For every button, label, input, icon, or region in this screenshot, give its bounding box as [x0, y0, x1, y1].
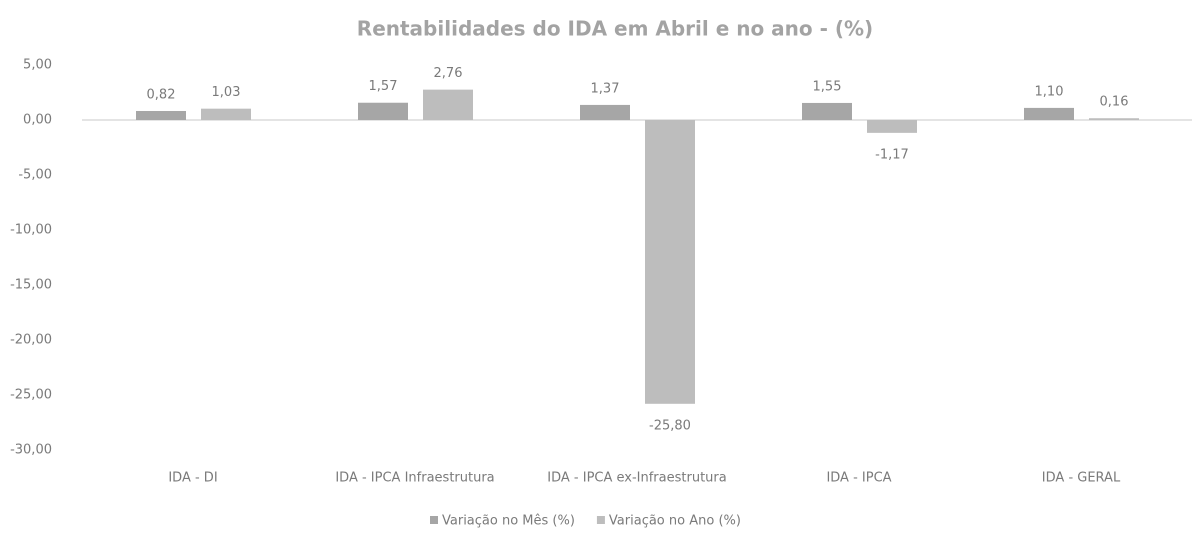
bar	[580, 104, 630, 120]
y-tick-label: -20,00	[10, 333, 52, 348]
data-label: 2,76	[434, 66, 463, 81]
y-tick-label: -10,00	[10, 223, 52, 238]
bar	[358, 102, 408, 120]
bar	[1024, 107, 1074, 120]
legend-label: Variação no Ano (%)	[609, 514, 741, 529]
data-label: 1,03	[212, 85, 241, 100]
legend-swatch	[430, 516, 438, 524]
data-label: -1,17	[875, 147, 909, 162]
y-tick-label: -5,00	[18, 168, 52, 183]
data-label: 1,10	[1035, 84, 1064, 99]
data-label: 0,82	[147, 87, 176, 102]
x-tick-label: IDA - IPCA Infraestrutura	[335, 471, 494, 486]
x-tick-label: IDA - IPCA ex-Infraestrutura	[547, 471, 726, 486]
y-tick-label: 0,00	[23, 113, 52, 128]
y-tick-label: -30,00	[10, 443, 52, 458]
data-label: 1,37	[591, 81, 620, 96]
x-tick-label: IDA - IPCA	[826, 471, 891, 486]
y-tick-label: -25,00	[10, 388, 52, 403]
data-label: 1,55	[813, 79, 842, 94]
bar	[423, 89, 473, 120]
x-tick-label: IDA - GERAL	[1042, 471, 1121, 486]
y-tick-label: 5,00	[23, 58, 52, 73]
x-tick-label: IDA - DI	[168, 471, 217, 486]
bar	[201, 108, 251, 120]
bar	[867, 120, 917, 133]
bar	[802, 102, 852, 120]
bar	[645, 120, 695, 404]
data-label: 0,16	[1100, 95, 1129, 110]
y-tick-label: -15,00	[10, 278, 52, 293]
legend-swatch	[596, 516, 605, 524]
data-label: -25,80	[649, 418, 691, 433]
chart-title: Rentabilidades do IDA em Abril e no ano …	[357, 17, 873, 41]
bar	[1089, 118, 1139, 120]
legend-label: Variação no Mês (%)	[442, 514, 575, 529]
bar	[136, 110, 186, 120]
data-label: 1,57	[369, 79, 398, 94]
